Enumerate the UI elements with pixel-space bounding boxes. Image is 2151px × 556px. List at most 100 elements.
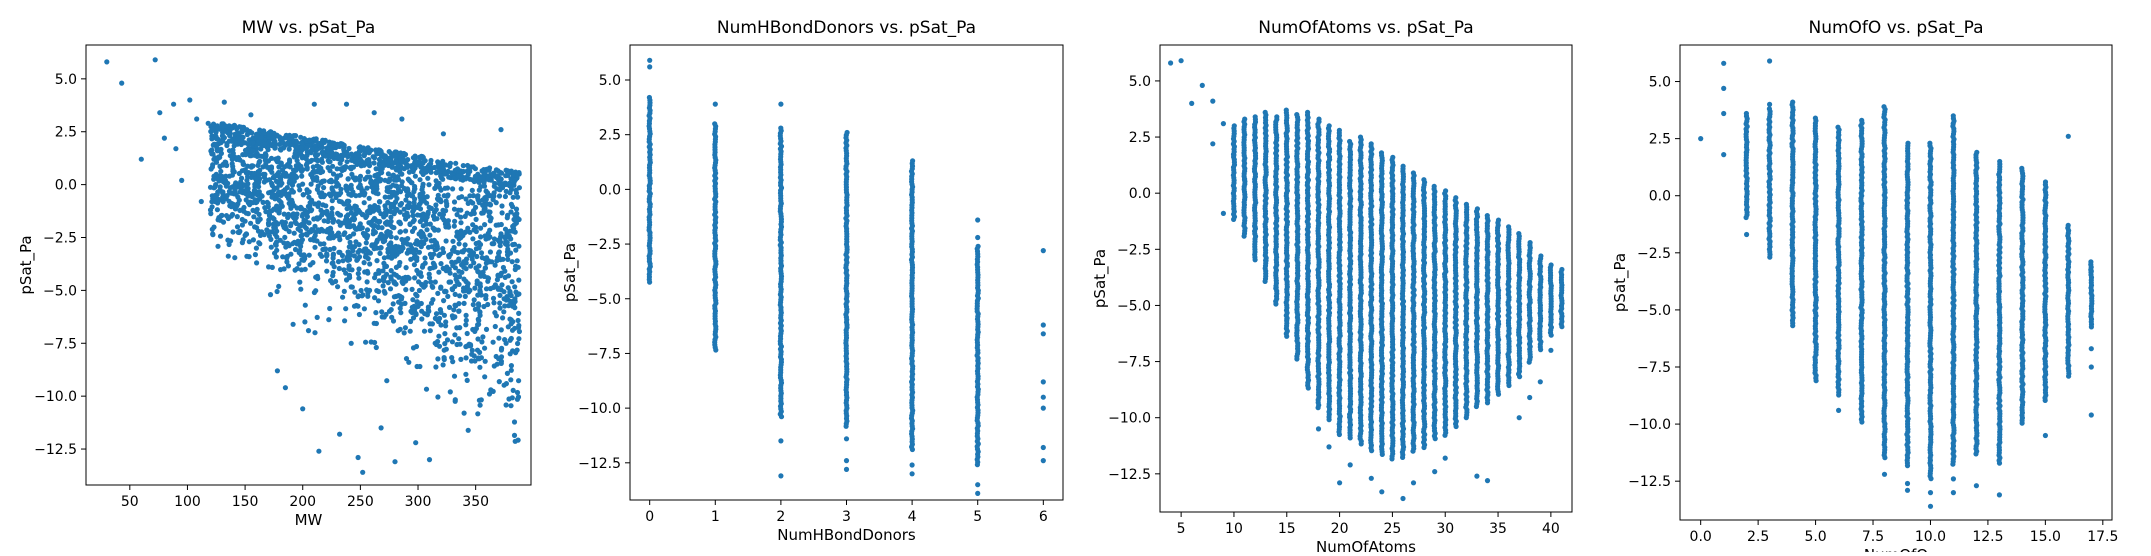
data-point — [443, 186, 448, 191]
data-point — [497, 193, 502, 198]
data-point — [300, 406, 305, 411]
data-point — [411, 213, 416, 218]
data-point — [274, 248, 279, 253]
data-point — [278, 147, 283, 152]
data-point — [508, 351, 513, 356]
data-point — [363, 177, 368, 182]
data-point — [400, 276, 405, 281]
y-tick-label: −10.0 — [34, 389, 77, 405]
data-point — [312, 102, 317, 107]
data-point — [476, 355, 481, 360]
data-point — [435, 394, 440, 399]
data-point — [450, 248, 455, 253]
data-point — [342, 220, 347, 225]
data-point — [306, 328, 311, 333]
data-point — [292, 231, 297, 236]
data-point — [224, 143, 229, 148]
data-point — [444, 201, 449, 206]
data-point — [248, 112, 253, 117]
data-point — [402, 301, 407, 306]
data-point — [367, 261, 372, 266]
data-point — [647, 58, 652, 63]
data-point — [458, 235, 463, 240]
data-point — [386, 179, 391, 184]
data-point — [250, 163, 255, 168]
data-point — [320, 179, 325, 184]
data-point — [239, 176, 244, 181]
data-point — [311, 238, 316, 243]
data-point — [262, 172, 267, 177]
data-point — [248, 153, 253, 158]
data-point — [515, 258, 520, 263]
data-point — [403, 216, 408, 221]
data-point — [318, 241, 323, 246]
data-point — [511, 388, 516, 393]
data-point — [294, 166, 299, 171]
data-point — [448, 389, 453, 394]
data-point — [452, 332, 457, 337]
data-point — [372, 207, 377, 212]
data-point — [509, 368, 514, 373]
data-point — [312, 170, 317, 175]
data-point — [215, 244, 220, 249]
data-point — [509, 336, 514, 341]
data-point — [316, 227, 321, 232]
data-point — [463, 372, 468, 377]
data-point — [507, 182, 512, 187]
data-point — [360, 470, 365, 475]
data-point — [392, 459, 397, 464]
data-point — [286, 263, 291, 268]
data-point — [219, 213, 224, 218]
data-point — [410, 287, 415, 292]
data-point — [465, 378, 470, 383]
data-point — [292, 154, 297, 159]
data-point — [509, 202, 514, 207]
data-point — [486, 231, 491, 236]
data-point — [385, 233, 390, 238]
data-point — [263, 161, 268, 166]
data-point — [1348, 435, 1353, 440]
data-point — [267, 233, 272, 238]
data-point — [393, 183, 398, 188]
data-point — [366, 145, 371, 150]
data-point — [413, 154, 418, 159]
data-point — [348, 240, 353, 245]
data-point — [273, 145, 278, 150]
data-point — [412, 205, 417, 210]
data-point — [269, 164, 274, 169]
data-point — [483, 293, 488, 298]
data-point — [458, 357, 463, 362]
data-point — [394, 235, 399, 240]
data-point — [447, 305, 452, 310]
data-point — [343, 186, 348, 191]
data-point — [432, 217, 437, 222]
data-point — [394, 207, 399, 212]
data-point — [227, 242, 232, 247]
data-point — [345, 206, 350, 211]
data-point — [272, 225, 277, 230]
data-point — [479, 250, 484, 255]
data-point — [293, 133, 298, 138]
data-point — [458, 342, 463, 347]
data-point — [210, 231, 215, 236]
data-point — [236, 155, 241, 160]
data-point — [230, 157, 235, 162]
data-point — [356, 276, 361, 281]
data-point — [508, 176, 513, 181]
data-point — [379, 309, 384, 314]
data-point — [361, 212, 366, 217]
data-point — [475, 348, 480, 353]
data-point — [514, 191, 519, 196]
data-point — [240, 217, 245, 222]
y-tick-label: −7.5 — [43, 336, 77, 352]
data-point — [398, 203, 403, 208]
data-point — [403, 228, 408, 233]
data-point — [173, 146, 178, 151]
data-point — [327, 192, 332, 197]
data-point — [381, 239, 386, 244]
data-point — [509, 363, 514, 368]
data-point — [434, 178, 439, 183]
data-point — [442, 171, 447, 176]
